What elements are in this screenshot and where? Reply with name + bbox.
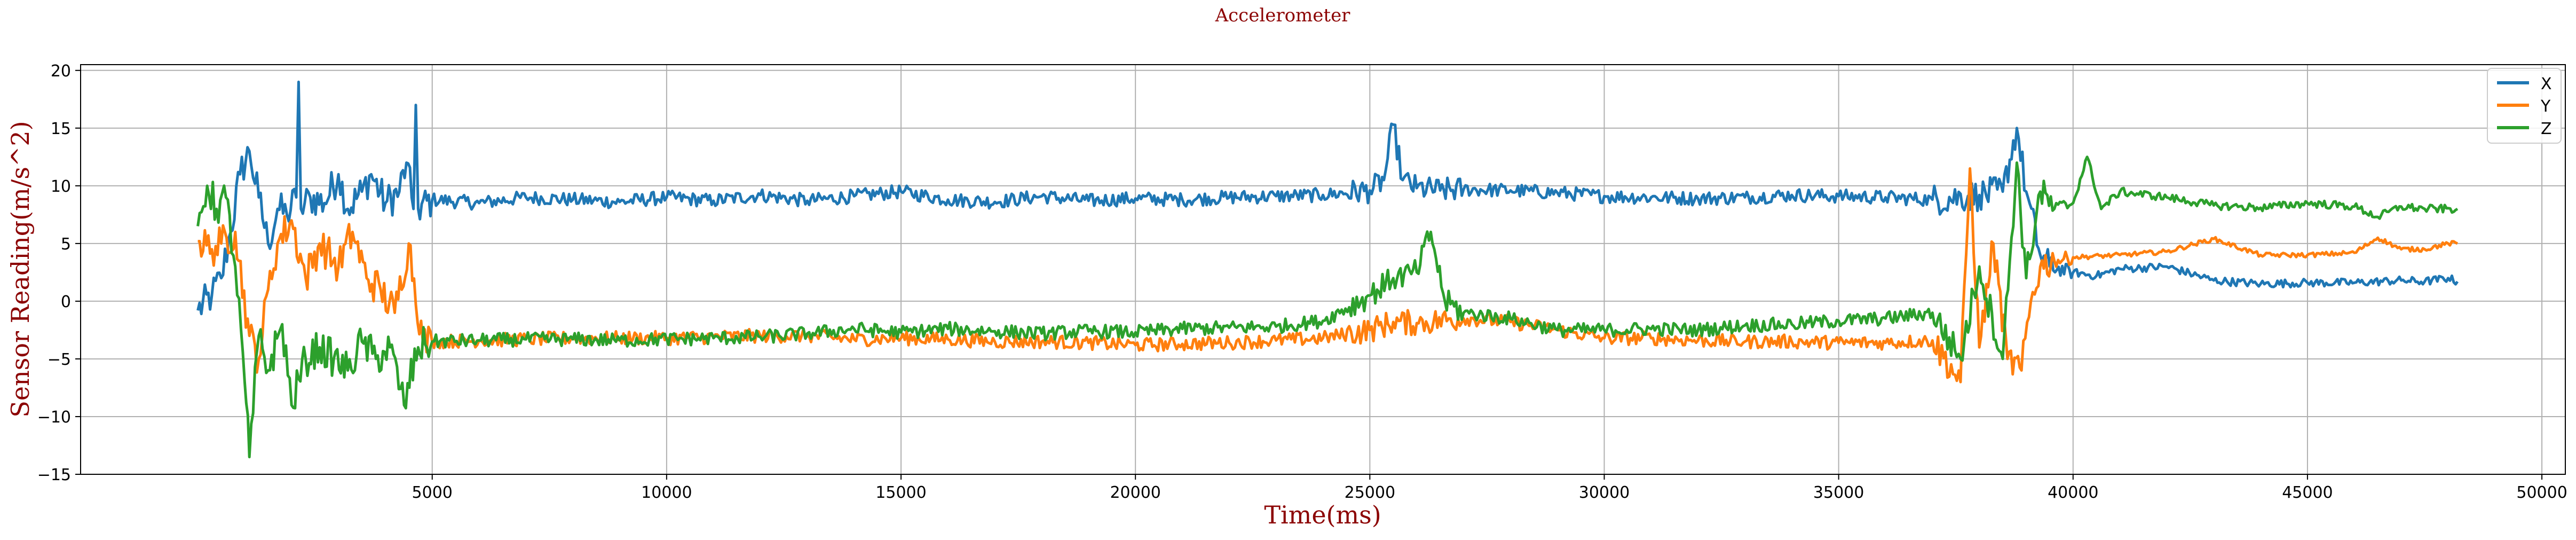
series-line-z — [196, 155, 2459, 459]
x-axis-label: Time(ms) — [1264, 500, 1381, 529]
x-tick-label: 50000 — [2516, 483, 2567, 502]
series-lines — [196, 80, 2459, 459]
y-tick-label: 15 — [51, 120, 71, 138]
y-tick-label: 5 — [61, 235, 71, 254]
x-tick-label: 40000 — [2048, 483, 2098, 502]
legend-label-z: Z — [2541, 120, 2552, 138]
legend: X Y Z — [2487, 68, 2562, 144]
x-axis-ticks: 5000 10000 15000 20000 25000 30000 35000 40000 4… — [412, 474, 2567, 502]
y-tick-label: −5 — [48, 350, 71, 369]
y-tick-label: −15 — [37, 466, 71, 484]
legend-label-y: Y — [2540, 97, 2551, 116]
y-axis-ticks: −15 −10 −5 0 5 10 15 20 — [37, 62, 81, 484]
plot-frame — [80, 64, 2566, 475]
x-tick-label: 30000 — [1579, 483, 1630, 502]
series-line-x — [196, 80, 2459, 316]
legend-label-x: X — [2541, 75, 2552, 93]
y-tick-label: 20 — [51, 62, 71, 81]
x-tick-label: 15000 — [875, 483, 926, 502]
x-tick-label: 45000 — [2282, 483, 2333, 502]
x-tick-label: 25000 — [1345, 483, 1395, 502]
plot-background — [81, 65, 2565, 474]
x-tick-label: 5000 — [412, 483, 453, 502]
x-tick-label: 20000 — [1110, 483, 1160, 502]
x-tick-label: 10000 — [641, 483, 692, 502]
x-tick-label: 35000 — [1813, 483, 1864, 502]
y-tick-label: 0 — [61, 293, 71, 311]
chart-title: Accelerometer — [1215, 5, 1351, 26]
y-axis-label: Sensor Reading(m/s^2) — [6, 121, 35, 417]
y-tick-label: −10 — [37, 408, 71, 427]
y-tick-label: 10 — [51, 177, 71, 196]
